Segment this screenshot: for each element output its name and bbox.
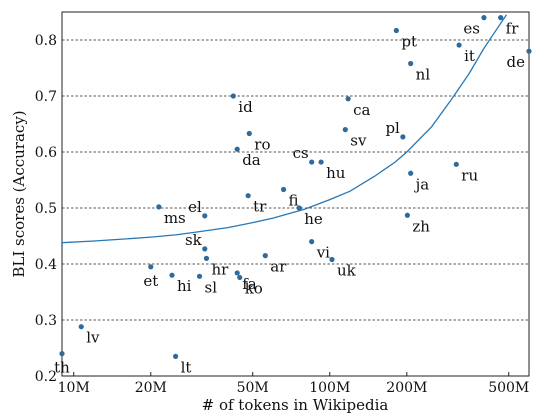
point-cs <box>309 159 315 165</box>
point-label-ca: ca <box>353 101 370 119</box>
point-it <box>456 42 462 48</box>
point-label-sv: sv <box>350 132 367 150</box>
point-label-ro: ro <box>254 136 270 154</box>
point-label-pt: pt <box>401 32 417 50</box>
points-layer <box>59 15 532 359</box>
point-ca <box>345 96 351 102</box>
point-da <box>234 146 240 152</box>
point-zh <box>404 212 410 218</box>
point-fa <box>234 270 240 276</box>
point-label-lv: lv <box>86 329 100 347</box>
point-label-uk: uk <box>337 262 357 280</box>
point-hi <box>169 272 175 278</box>
point-label-hu: hu <box>326 164 346 182</box>
point-ko <box>237 274 243 281</box>
y-tick-label: 0.6 <box>35 145 57 161</box>
point-tr <box>245 193 251 199</box>
point-label-da: da <box>242 151 261 169</box>
x-axis-ticks: 10M 20M 50M 100M 200M 500M <box>58 372 529 396</box>
y-tick-label: 0.2 <box>35 369 57 385</box>
point-label-lt: lt <box>181 358 192 376</box>
point-vi <box>309 239 315 245</box>
point-hu <box>318 159 324 165</box>
point-label-ar: ar <box>270 258 287 276</box>
point-ru <box>453 161 459 167</box>
y-tick-label: 0.7 <box>35 89 57 105</box>
x-tick-label: 100M <box>309 380 350 396</box>
x-tick-label: 50M <box>237 380 269 396</box>
point-el <box>202 213 208 219</box>
point-lv <box>78 324 84 330</box>
point-pt <box>393 27 399 34</box>
point-label-it: it <box>464 47 475 65</box>
plot-frame <box>61 11 530 377</box>
point-id <box>230 93 236 99</box>
point-label-fi: fi <box>289 192 299 210</box>
fit-curve <box>62 14 508 244</box>
point-label-id: id <box>238 98 253 116</box>
point-hr <box>203 255 210 261</box>
point-label-tr: tr <box>253 198 267 216</box>
y-tick-label: 0.3 <box>35 313 57 329</box>
point-sl <box>196 273 203 279</box>
point-uk <box>329 256 335 263</box>
point-label-hi: hi <box>177 277 192 295</box>
point-label-de: de <box>507 53 526 71</box>
point-ar <box>262 253 268 259</box>
grid-lines <box>62 39 529 321</box>
x-tick-label: 200M <box>386 380 427 396</box>
point-es <box>481 15 487 21</box>
point-label-cs: cs <box>293 144 309 162</box>
x-tick-label: 20M <box>135 380 167 396</box>
point-label-el: el <box>188 198 202 216</box>
point-label-nl: nl <box>416 66 431 84</box>
fit-curve-layer <box>62 14 508 244</box>
point-et <box>148 264 154 270</box>
point-label-he: he <box>304 210 323 228</box>
y-axis-label: BLI scores (Accuracy) <box>10 110 28 277</box>
point-he <box>296 205 302 211</box>
point-label-es: es <box>463 20 480 38</box>
x-tick-label: 500M <box>488 380 529 396</box>
y-axis-ticks: 0.2 0.3 0.4 0.5 0.6 0.7 0.8 <box>35 33 57 385</box>
point-nl <box>408 60 414 67</box>
point-label-fa: fa <box>242 275 257 293</box>
point-de <box>526 48 532 54</box>
x-tick-label: 10M <box>58 380 90 396</box>
y-tick-label: 0.4 <box>35 257 57 273</box>
point-pl <box>400 134 406 140</box>
point-label-ja: ja <box>414 175 430 193</box>
point-label-pl: pl <box>385 119 400 137</box>
point-label-ms: ms <box>164 209 186 227</box>
point-th <box>59 351 65 357</box>
point-label-ru: ru <box>461 166 478 184</box>
point-label-fr: fr <box>506 20 520 38</box>
x-axis-label: # of tokens in Wikipedia <box>202 396 389 414</box>
point-label-sl: sl <box>205 278 218 296</box>
point-ja <box>408 170 414 176</box>
point-sv <box>342 127 348 133</box>
point-label-ko: ko <box>245 279 263 297</box>
point-sk <box>202 246 208 252</box>
point-label-hr: hr <box>211 260 229 278</box>
point-label-et: et <box>143 272 158 290</box>
y-tick-label: 0.8 <box>35 33 57 49</box>
point-label-zh: zh <box>412 217 430 235</box>
point-lt <box>173 353 179 359</box>
point-label-vi: vi <box>316 244 330 262</box>
point-fi <box>280 186 287 193</box>
point-ro <box>246 130 252 137</box>
point-ms <box>156 204 162 210</box>
y-tick-label: 0.5 <box>35 201 57 217</box>
point-label-th: th <box>54 359 70 377</box>
point-label-sk: sk <box>185 231 203 249</box>
point-fr <box>498 15 504 21</box>
